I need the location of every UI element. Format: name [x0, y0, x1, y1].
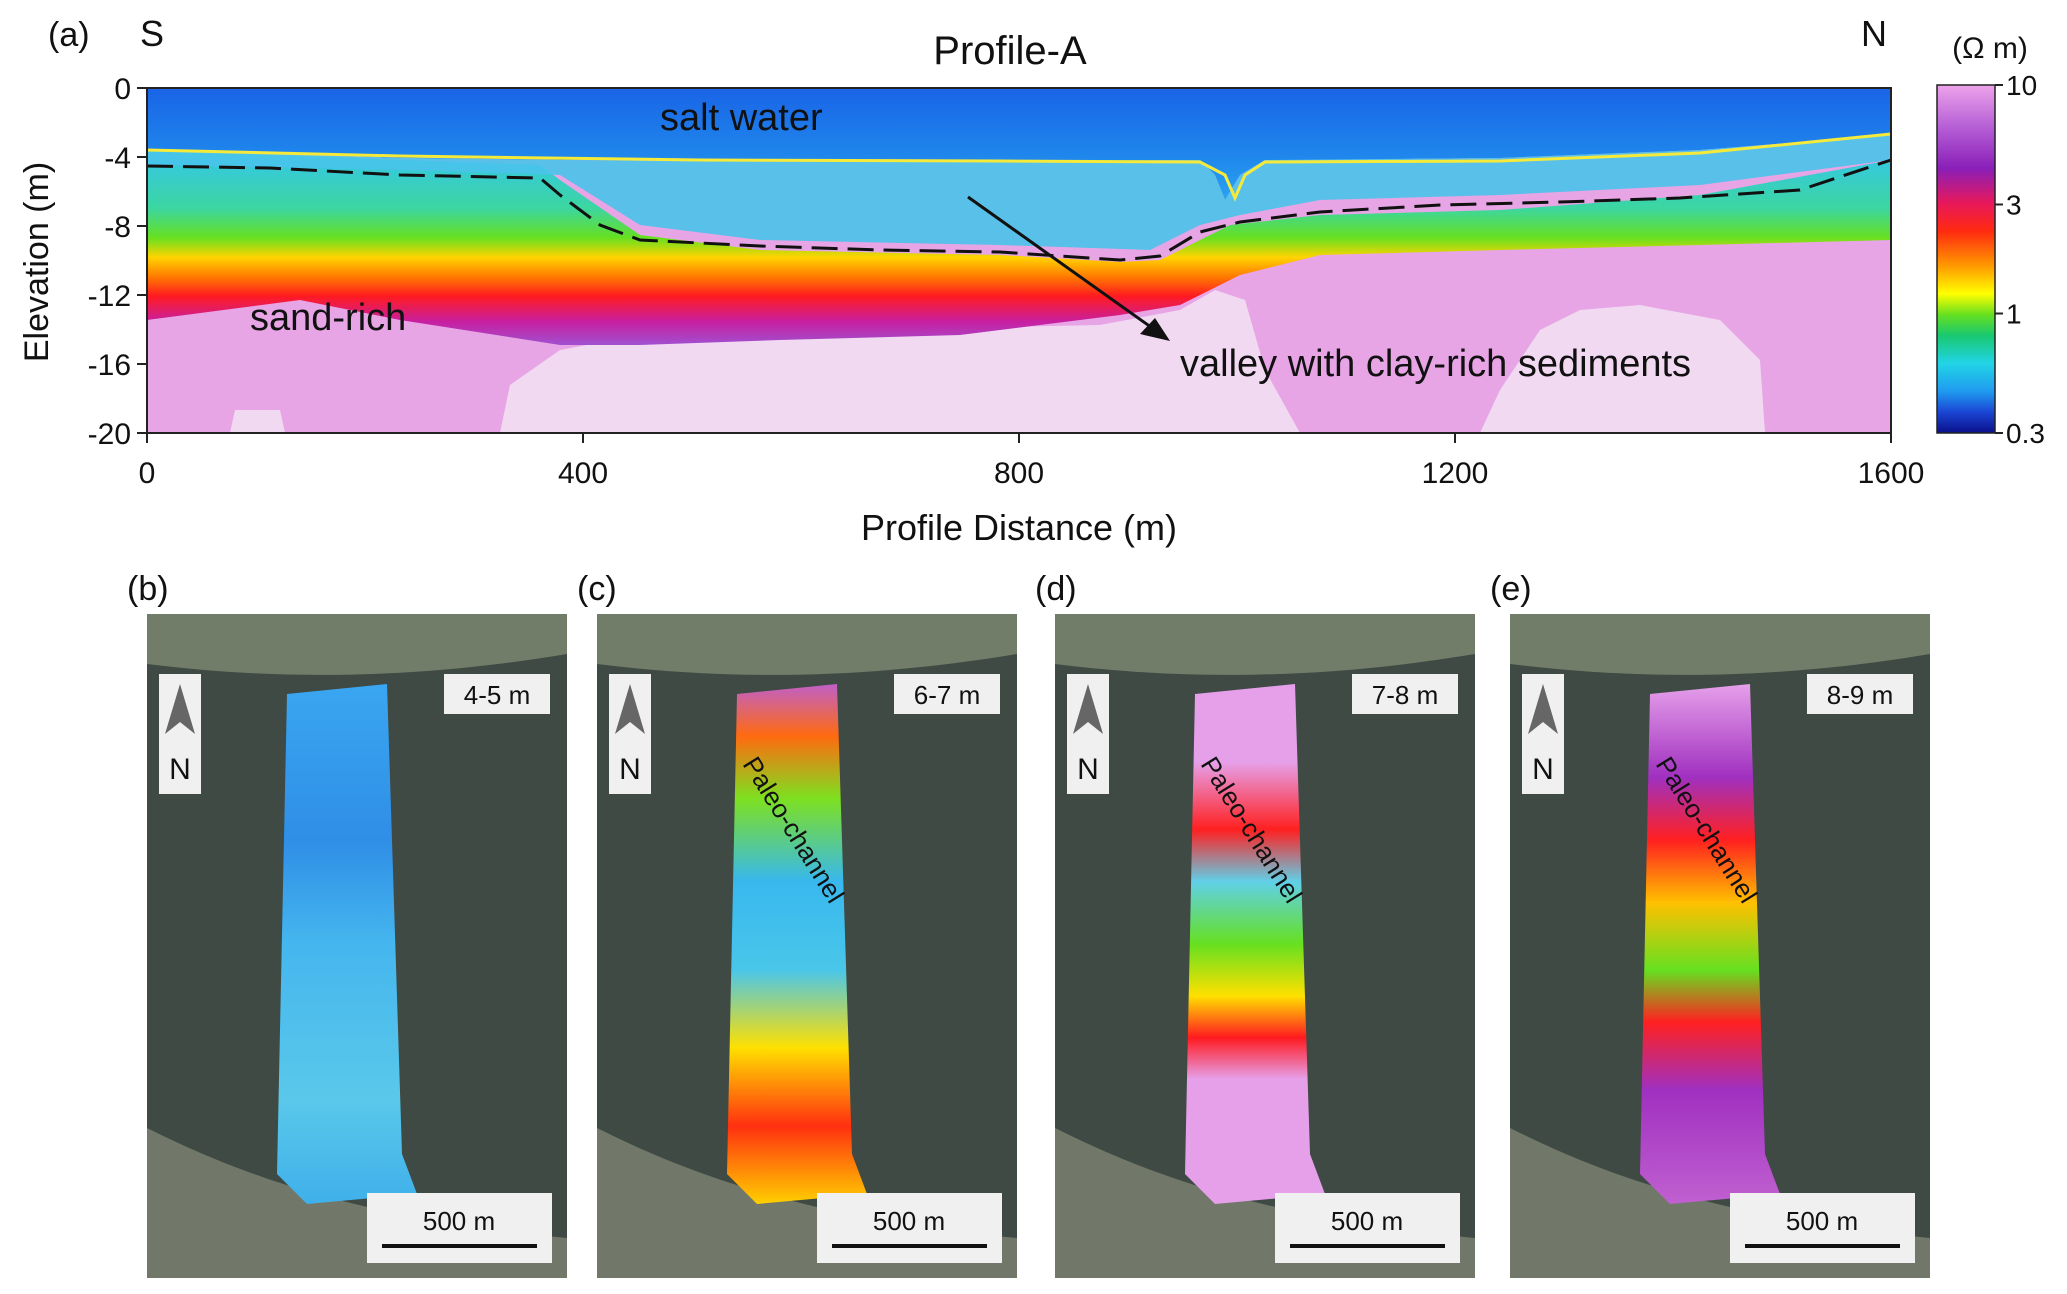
profile-title: Profile-A [933, 29, 1087, 73]
panel-a-label: (a) [48, 16, 90, 54]
north-label: N [169, 753, 191, 786]
scale-label: 500 m [873, 1206, 945, 1236]
colorbar-tick-label: 1 [2006, 299, 2022, 330]
scale-box [1275, 1193, 1460, 1263]
shoreline-north [1055, 614, 1475, 675]
depth-label: 7-8 m [1372, 680, 1438, 710]
y-tick-label: -20 [88, 418, 131, 451]
map-panel-label: (b) [127, 570, 169, 608]
north-arrow-icon [615, 684, 645, 734]
profile-south-label: S [140, 13, 164, 54]
panel-a: (a) S Profile-A N salt water sand-rich [18, 13, 2045, 548]
scale-box [367, 1193, 552, 1263]
resistivity-strip [1640, 684, 1780, 1204]
shoreline-north [1510, 614, 1930, 675]
x-tick-label: 1200 [1422, 457, 1489, 490]
annotation-valley: valley with clay-rich sediments [1180, 343, 1691, 385]
shoreline-north [597, 614, 1017, 675]
colorbar-tick-label: 10 [2006, 70, 2037, 101]
x-tick-label: 800 [994, 457, 1044, 490]
colorbar-tick-label: 3 [2006, 189, 2022, 220]
north-arrow-icon [165, 684, 195, 734]
depth-box [1352, 674, 1458, 714]
resistivity-strip [277, 684, 417, 1204]
y-axis-label: Elevation (m) [18, 162, 56, 362]
depth-box [444, 674, 550, 714]
resistivity-strip [727, 684, 867, 1204]
seafloor-line [146, 132, 1892, 202]
depth-box [1807, 674, 1913, 714]
profile-north-label: N [1861, 13, 1887, 54]
y-axis: Elevation (m) 0 -4 -8 -12 -16 -20 [18, 73, 147, 451]
scale-label: 500 m [1786, 1206, 1858, 1236]
colorbar-gradient [1936, 84, 1996, 434]
scale-box [817, 1193, 1002, 1263]
x-axis: Profile Distance (m) 0 400 800 1200 1600 [139, 433, 1925, 548]
clay-boundary-line [146, 158, 1892, 262]
north-label: N [619, 753, 641, 786]
scale-box [1730, 1193, 1915, 1263]
colorbar-unit: (Ω m) [1952, 32, 2028, 65]
resistivity-strip [1185, 684, 1325, 1204]
north-label: N [1077, 753, 1099, 786]
annotation-arrow [967, 195, 1170, 341]
y-tick-label: 0 [114, 73, 131, 106]
north-arrow-icon [1528, 684, 1558, 734]
north-arrow-icon [1073, 684, 1103, 734]
annotation-sand-rich: sand-rich [250, 297, 406, 339]
y-tick-label: -16 [88, 349, 131, 382]
y-tick-label: -4 [104, 142, 131, 175]
colorbar-tick-label: 0.3 [2006, 418, 2045, 449]
depth-label: 4-5 m [464, 680, 530, 710]
scale-label: 500 m [1331, 1206, 1403, 1236]
colorbar: (Ω m) 10 3 1 0.3 [1936, 32, 2045, 449]
x-axis-label: Profile Distance (m) [861, 507, 1177, 548]
shoreline-north [147, 614, 567, 675]
map-panel-label: (d) [1035, 570, 1077, 608]
map-panel-label: (e) [1490, 570, 1532, 608]
scale-label: 500 m [423, 1206, 495, 1236]
x-tick-label: 1600 [1858, 457, 1925, 490]
x-tick-label: 400 [558, 457, 608, 490]
map-panel-label: (c) [577, 570, 617, 608]
profile-heatmap [146, 87, 1892, 434]
annotation-salt-water: salt water [660, 97, 823, 139]
depth-box [894, 674, 1000, 714]
depth-label: 6-7 m [914, 680, 980, 710]
y-tick-label: -12 [88, 280, 131, 313]
map-panel: (b) N 4-5 m 500 m [127, 570, 567, 1278]
depth-label: 8-9 m [1827, 680, 1893, 710]
y-tick-label: -8 [104, 211, 131, 244]
north-label: N [1532, 753, 1554, 786]
x-tick-label: 0 [139, 457, 156, 490]
